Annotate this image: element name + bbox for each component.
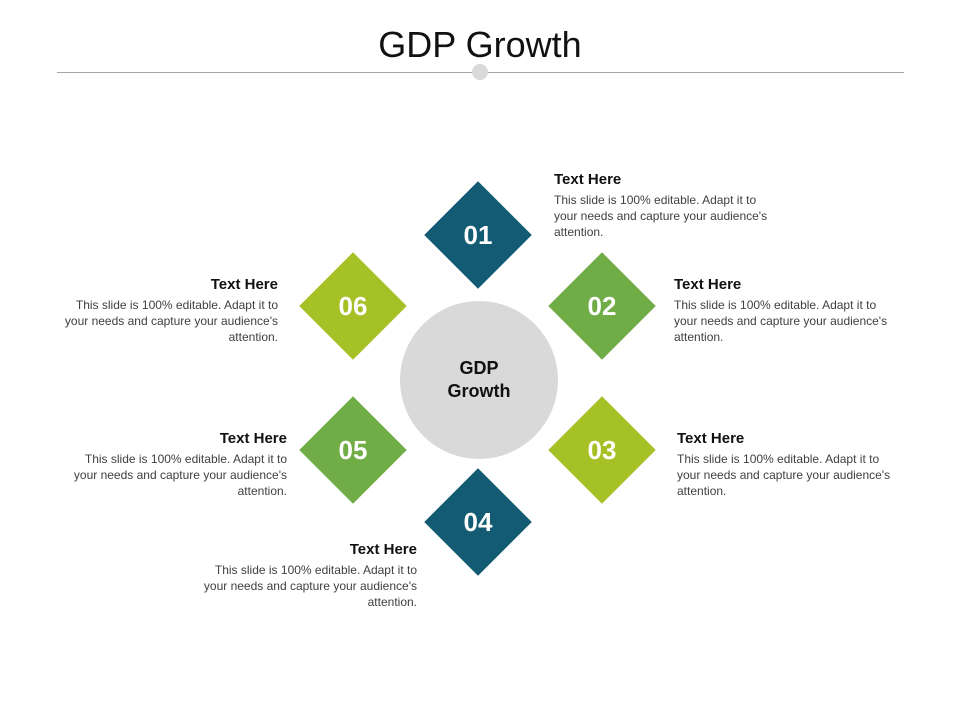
step-03-body: This slide is 100% editable. Adapt it to… [677,452,891,498]
step-01-heading: Text Here [554,171,622,188]
step-06-text: Text Here This slide is 100% editable. A… [63,276,278,345]
step-04-text: Text Here This slide is 100% editable. A… [202,541,417,610]
step-05-body: This slide is 100% editable. Adapt it to… [73,452,287,498]
step-02-text: Text Here This slide is 100% editable. A… [674,276,889,345]
step-02-diamond: 02 [548,252,656,360]
step-06-body: This slide is 100% editable. Adapt it to… [64,298,278,344]
step-05-heading: Text Here [219,430,287,447]
divider-dot [472,64,488,80]
step-01-body: This slide is 100% editable. Adapt it to… [554,193,768,239]
step-05-text: Text Here This slide is 100% editable. A… [72,430,287,499]
step-02-heading: Text Here [674,276,742,293]
slide-title: GDP Growth [378,24,582,65]
center-label-line2: Growth [447,381,511,401]
step-01-number: 01 [463,219,493,250]
step-01-text: Text Here This slide is 100% editable. A… [554,171,769,240]
step-03-number: 03 [587,434,617,465]
step-04-body: This slide is 100% editable. Adapt it to… [203,563,417,609]
step-04-heading: Text Here [349,541,417,558]
center-label-line1: GDP [459,358,499,378]
step-06-heading: Text Here [210,276,278,293]
step-01-diamond: 01 [424,181,532,289]
step-04-diamond: 04 [424,468,532,576]
step-03-text: Text Here This slide is 100% editable. A… [677,430,892,499]
step-06-number: 06 [338,290,368,321]
step-02-number: 02 [587,290,617,321]
step-06-diamond: 06 [299,252,407,360]
center-circle: GDP Growth [400,301,558,459]
step-02-body: This slide is 100% editable. Adapt it to… [674,298,888,344]
step-05-number: 05 [338,434,368,465]
step-03-heading: Text Here [677,430,745,447]
step-04-number: 04 [463,506,493,537]
step-05-diamond: 05 [299,396,407,504]
step-03-diamond: 03 [548,396,656,504]
